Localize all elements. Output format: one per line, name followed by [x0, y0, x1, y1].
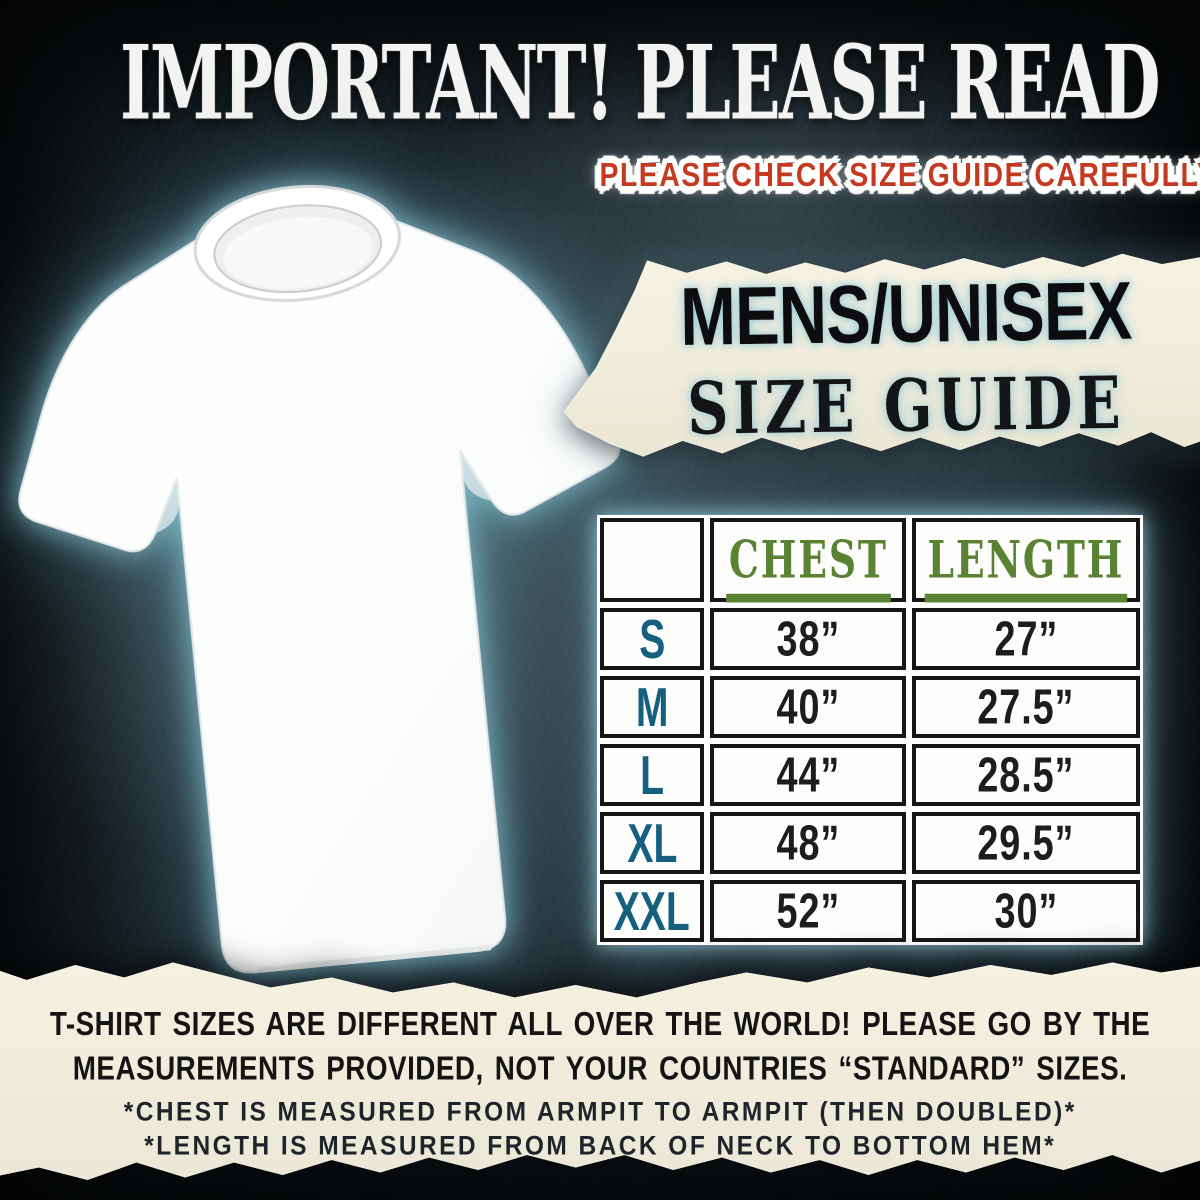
torn-paper-footer: T-SHIRT SIZES ARE DIFFERENT ALL OVER THE…: [0, 945, 1200, 1195]
length-value-cell: 27.5”: [912, 676, 1140, 738]
size-chart-table: CHEST LENGTH S 38” 27” M 40” 27.5” L 44”…: [594, 512, 1146, 948]
length-value-cell: 29.5”: [912, 812, 1140, 874]
guide-title: MENS/UNISEX: [679, 264, 1132, 363]
check-size-banner: PLEASE CHECK SIZE GUIDE CAREFULLY: [599, 157, 1200, 194]
size-row-m: M 40” 27.5”: [600, 676, 1140, 738]
chest-header: CHEST: [725, 530, 891, 603]
footer-note-length: *LENGTH IS MEASURED FROM BACK OF NECK TO…: [144, 1131, 1056, 1161]
empty-header-cell: [600, 518, 704, 602]
length-value-cell: 28.5”: [912, 744, 1140, 806]
chest-value-cell: 48”: [710, 812, 906, 874]
footer-warning: T-SHIRT SIZES ARE DIFFERENT ALL OVER THE…: [50, 1003, 1150, 1092]
chest-value-cell: 44”: [710, 744, 906, 806]
size-row-s: S 38” 27”: [600, 608, 1140, 670]
chest-value-cell: 52”: [710, 880, 906, 942]
length-value-cell: 27”: [912, 608, 1140, 670]
guide-subtitle: SIZE GUIDE: [687, 361, 1127, 452]
footer-notes: *CHEST IS MEASURED FROM ARMPIT TO ARMPIT…: [124, 1095, 1077, 1163]
footer-warning-line1: T-SHIRT SIZES ARE DIFFERENT ALL OVER THE…: [49, 1006, 1151, 1043]
size-label-cell: XXL: [600, 880, 704, 942]
size-row-xl: XL 48” 29.5”: [600, 812, 1140, 874]
header-row: CHEST LENGTH: [600, 518, 1140, 603]
size-label-cell: L: [600, 744, 704, 806]
size-row-l: L 44” 28.5”: [600, 744, 1140, 806]
size-row-xxl: XXL 52” 30”: [600, 880, 1140, 942]
length-value-cell: 30”: [912, 880, 1140, 942]
size-label-cell: XL: [600, 812, 704, 874]
length-header: LENGTH: [924, 530, 1128, 603]
footer-note-chest: *CHEST IS MEASURED FROM ARMPIT TO ARMPIT…: [123, 1097, 1077, 1127]
size-label-cell: M: [600, 676, 704, 738]
poster-title: IMPORTANT! PLEASE READ: [120, 22, 1161, 143]
length-header-cell: LENGTH: [912, 518, 1140, 603]
torn-paper-header: MENS/UNISEX SIZE GUIDE: [556, 244, 1200, 462]
size-label-cell: S: [600, 608, 704, 670]
torn-paper-footer-sheet: T-SHIRT SIZES ARE DIFFERENT ALL OVER THE…: [0, 962, 1200, 1180]
chest-value-cell: 40”: [710, 676, 906, 738]
tshirt-image: [0, 121, 690, 1005]
chest-header-cell: CHEST: [710, 518, 906, 603]
torn-paper-header-sheet: MENS/UNISEX SIZE GUIDE: [555, 239, 1200, 466]
chest-value-cell: 38”: [710, 608, 906, 670]
footer-warning-line2: MEASUREMENTS PROVIDED, NOT YOUR COUNTRIE…: [72, 1050, 1128, 1088]
size-chart: CHEST LENGTH S 38” 27” M 40” 27.5” L 44”…: [594, 512, 1146, 948]
tshirt-graphic: [18, 184, 621, 974]
